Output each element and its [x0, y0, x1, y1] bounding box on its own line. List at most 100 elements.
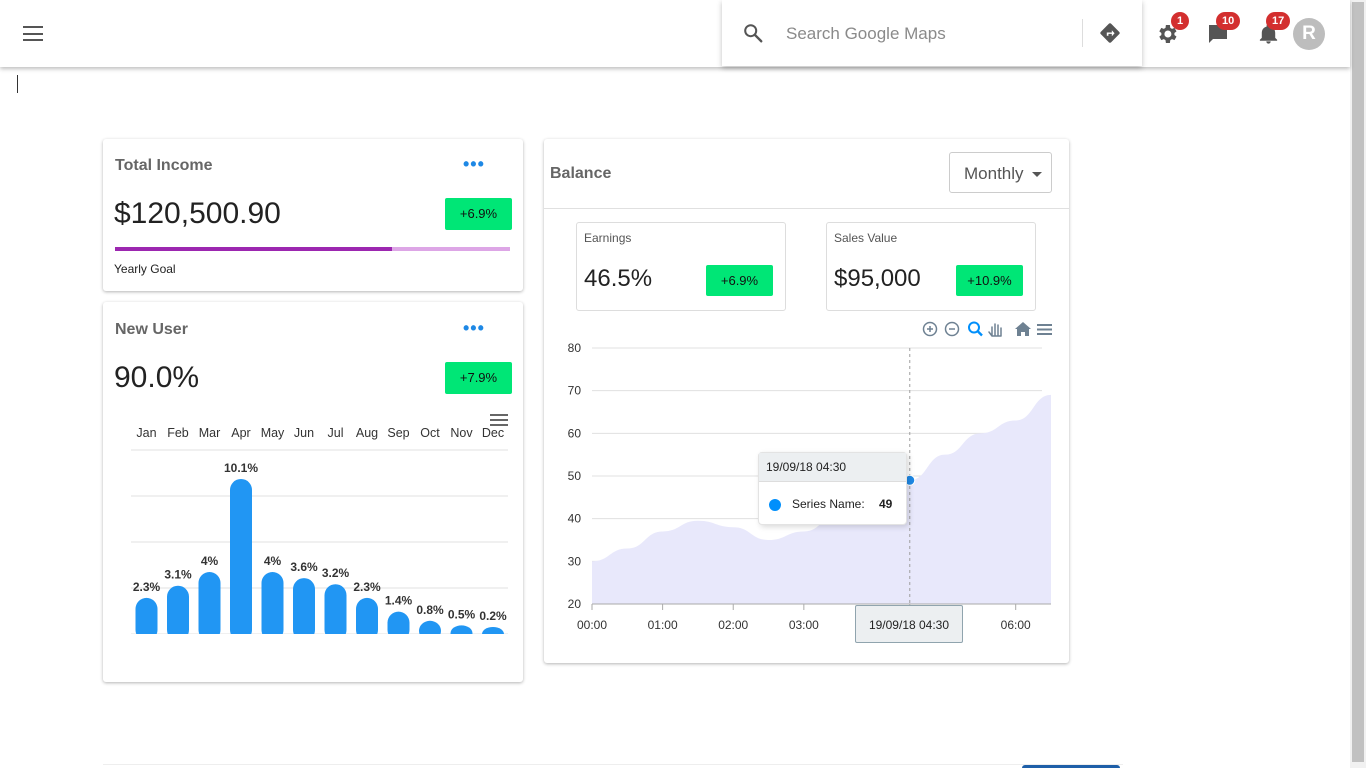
x-tick-label: Sep — [387, 426, 409, 440]
new-user-card: New User ••• 90.0% +7.9% Jan 2.3% Feb 3.1% M… — [103, 302, 523, 682]
bar — [135, 597, 158, 641]
avatar[interactable]: R — [1293, 18, 1325, 50]
search-box — [722, 0, 1142, 66]
scrollbar-thumb[interactable] — [1352, 2, 1364, 762]
data-label: 0.5% — [448, 607, 476, 621]
x-tick-label: Apr — [231, 426, 250, 440]
chart-toolbar — [922, 320, 1057, 338]
data-label: 3.1% — [164, 568, 192, 582]
bar — [230, 478, 252, 641]
goal-progress-track — [115, 247, 510, 251]
x-tick-label: 01:00 — [648, 618, 678, 632]
data-label: 2.3% — [353, 580, 381, 594]
sales-box: Sales Value $95,000 +10.9% — [826, 222, 1036, 311]
zoom-out-icon[interactable] — [944, 321, 960, 337]
x-tick-label: Jun — [294, 426, 314, 440]
x-tick-label: 06:00 — [1001, 618, 1031, 632]
x-tick-label: Nov — [450, 426, 473, 440]
period-select[interactable]: Monthly — [949, 152, 1052, 193]
x-tick-label: Jul — [328, 426, 344, 440]
more-options-icon[interactable]: ••• — [463, 318, 485, 338]
data-label: 3.2% — [322, 566, 350, 580]
crosshair-label: 19/09/18 04:30 — [855, 605, 963, 643]
data-label: 2.3% — [133, 580, 161, 594]
settings-badge: 1 — [1171, 12, 1190, 30]
directions-icon[interactable] — [1099, 22, 1121, 49]
scrollbar[interactable] — [1350, 0, 1366, 768]
x-tick-label: Mar — [199, 426, 221, 440]
sales-value: $95,000 — [834, 265, 921, 292]
zoom-in-icon[interactable] — [922, 321, 938, 337]
card-title: New User — [115, 321, 188, 338]
x-tick-label: Aug — [356, 426, 378, 440]
bar-baseline-mask — [103, 634, 523, 647]
y-tick-label: 30 — [568, 554, 582, 568]
earnings-value: 46.5% — [584, 265, 653, 292]
selection-zoom-icon[interactable] — [968, 321, 983, 337]
chevron-down-icon — [1032, 172, 1043, 178]
series-area — [592, 394, 1051, 604]
bar — [356, 597, 378, 641]
goal-progress-fill — [115, 247, 392, 251]
next-card-edge — [103, 764, 1123, 769]
x-tick-label: 00:00 — [577, 618, 607, 632]
bar — [261, 572, 284, 641]
data-label: 0.2% — [479, 609, 507, 623]
text-caret — [17, 75, 18, 93]
sales-change-badge: +10.9% — [956, 265, 1023, 296]
pan-hand-icon[interactable] — [988, 323, 1002, 337]
next-card-button-edge[interactable] — [1022, 765, 1120, 768]
earnings-box: Earnings 46.5% +6.9% — [576, 222, 786, 311]
series-marker — [769, 499, 781, 511]
messages-badge: 10 — [1216, 12, 1241, 30]
y-tick-label: 50 — [568, 469, 582, 483]
x-tick-label: Jan — [136, 426, 156, 440]
chart-menu-icon[interactable] — [490, 413, 508, 426]
bar — [293, 578, 315, 641]
hamburger-menu-icon[interactable] — [23, 26, 43, 41]
search-divider — [1082, 19, 1083, 47]
total-income-card: Total Income ••• $120,500.90 +6.9% Yearl… — [103, 139, 523, 291]
x-tick-label: Dec — [482, 426, 504, 440]
x-tick-label: 03:00 — [789, 618, 819, 632]
period-select-value: Monthly — [964, 164, 1024, 183]
goal-label: Yearly Goal — [114, 262, 176, 276]
data-label: 3.6% — [290, 560, 318, 574]
tooltip-series-label: Series Name: — [792, 497, 865, 511]
tooltip-series-value: 49 — [879, 497, 893, 511]
gear-icon[interactable] — [1155, 22, 1179, 51]
chart-menu-icon[interactable] — [1037, 324, 1052, 335]
new-user-bar-chart: Jan 2.3% Feb 3.1% Mar 4% Apr 10.1% May 4% Jun 3.6% J… — [103, 426, 523, 647]
x-tick-label: Oct — [420, 426, 440, 440]
search-icon[interactable] — [742, 22, 764, 49]
notifications-badge: 17 — [1266, 12, 1291, 30]
reset-home-icon[interactable] — [1015, 322, 1031, 336]
income-change-badge: +6.9% — [445, 198, 512, 230]
income-value: $120,500.90 — [114, 197, 281, 230]
search-input[interactable] — [784, 18, 1078, 50]
card-title: Total Income — [115, 157, 213, 174]
more-options-icon[interactable]: ••• — [463, 154, 485, 174]
y-tick-label: 20 — [568, 597, 582, 611]
y-tick-label: 80 — [568, 341, 582, 355]
divider — [544, 208, 1069, 209]
bar — [324, 584, 347, 641]
x-tick-label: 02:00 — [718, 618, 748, 632]
data-label: 0.8% — [416, 603, 444, 617]
new-user-change-badge: +7.9% — [445, 362, 512, 394]
earnings-label: Earnings — [584, 231, 632, 245]
earnings-change-badge: +6.9% — [706, 265, 773, 296]
card-title: Balance — [550, 165, 612, 182]
balance-card: Balance Monthly Earnings 46.5% +6.9% Sal… — [544, 139, 1069, 663]
top-bar: 1 10 17 R — [0, 0, 1350, 67]
y-tick-label: 40 — [568, 512, 582, 526]
bar — [387, 611, 410, 641]
new-user-value: 90.0% — [114, 361, 200, 394]
x-tick-label: Feb — [167, 426, 189, 440]
data-label: 10.1% — [224, 461, 258, 475]
data-label: 4% — [201, 554, 219, 568]
data-label: 1.4% — [385, 594, 413, 608]
sales-label: Sales Value — [834, 231, 898, 245]
y-tick-label: 60 — [568, 426, 582, 440]
tooltip-title: 19/09/18 04:30 — [759, 453, 906, 482]
